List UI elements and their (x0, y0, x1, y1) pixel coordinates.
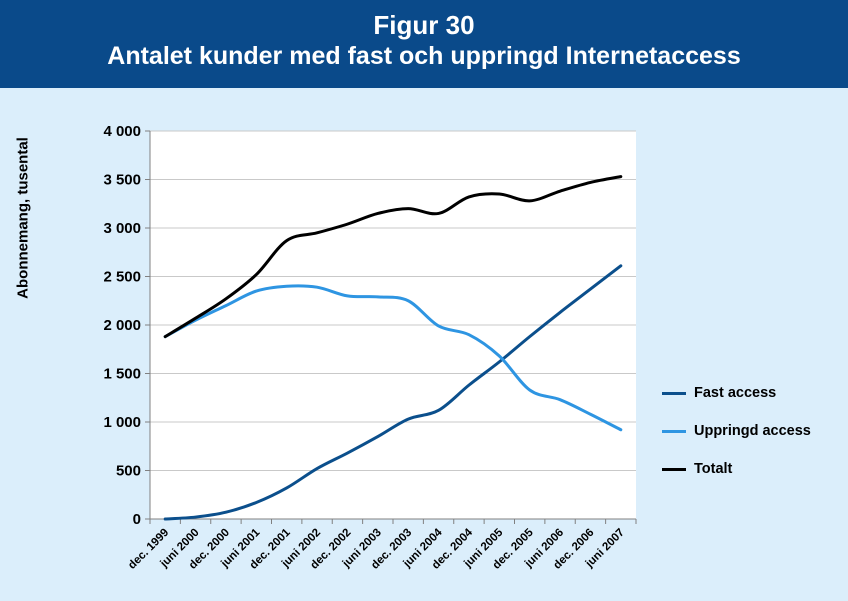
y-tick-label-1: 500 (116, 463, 141, 480)
legend-label-uppringd-access: Uppringd access (694, 423, 811, 439)
legend-item-uppringd-access: Uppringd access (662, 412, 842, 450)
legend-item-totalt: Totalt (662, 450, 842, 488)
legend: Fast access Uppringd access Totalt (662, 374, 842, 488)
legend-item-fast-access: Fast access (662, 374, 842, 412)
series-line-fast-access (163, 264, 623, 521)
y-tick-label-0: 0 (133, 511, 141, 528)
y-tick-label-6: 3 000 (103, 220, 141, 237)
figure-number: Figur 30 (373, 10, 475, 40)
legend-swatch-fast-access (662, 391, 686, 395)
legend-label-fast-access: Fast access (694, 385, 777, 401)
y-tick-label-7: 3 500 (103, 172, 141, 189)
series-line-totalt (163, 175, 623, 339)
legend-swatch-uppringd-access (662, 429, 686, 433)
series-line-uppringd-access (163, 284, 623, 432)
y-tick-label-3: 1 500 (103, 366, 141, 383)
figure-header: Figur 30 Antalet kunder med fast och upp… (0, 0, 848, 88)
legend-swatch-totalt (662, 467, 686, 471)
y-tick-label-5: 2 500 (103, 269, 141, 286)
y-tick-label-2: 1 000 (103, 414, 141, 431)
chart-title: Antalet kunder med fast och uppringd Int… (107, 42, 741, 70)
legend-label-totalt: Totalt (694, 461, 733, 477)
y-tick-label-8: 4 000 (103, 123, 141, 140)
y-tick-label-4: 2 000 (103, 317, 141, 334)
